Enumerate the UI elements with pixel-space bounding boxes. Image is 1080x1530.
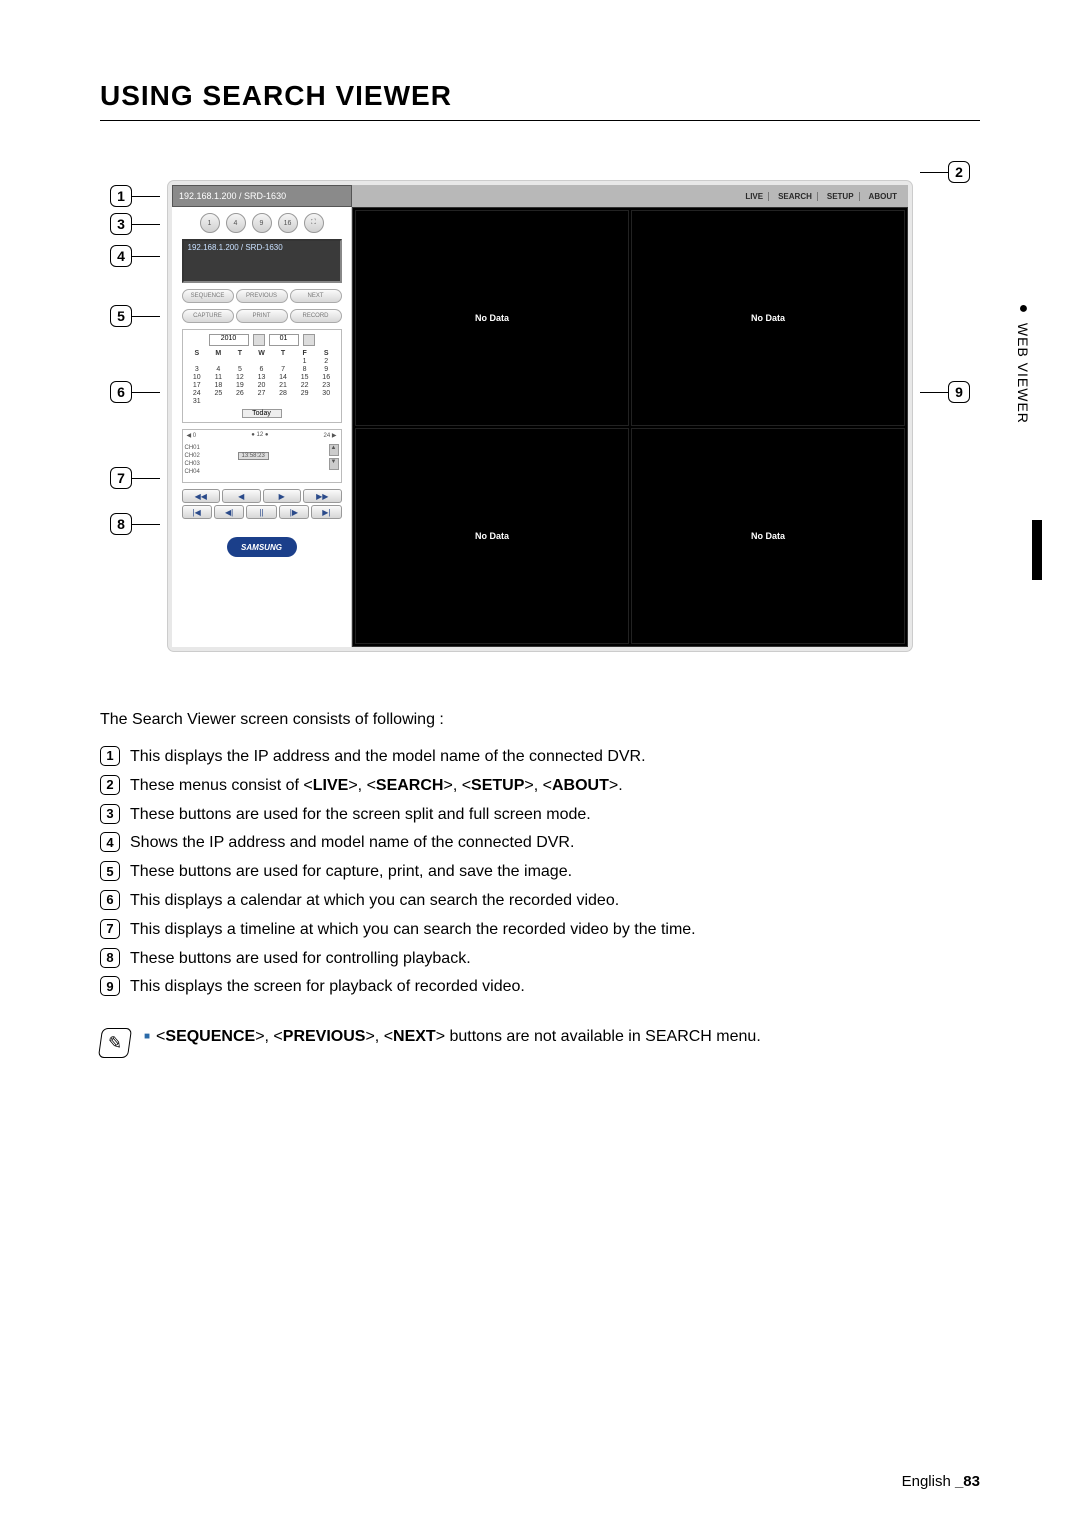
playback-controls: ◀◀ ◀ ▶ ▶▶ |◀ ◀| || |▶ ▶| (182, 489, 342, 521)
list-text: This displays the IP address and the mod… (130, 743, 646, 772)
step-fwd-button[interactable]: |▶ (279, 505, 309, 519)
list-number: 4 (100, 832, 120, 852)
video-cell[interactable]: No Data (355, 210, 629, 426)
list-text: This displays a timeline at which you ca… (130, 916, 696, 945)
video-grid: No Data No Data No Data No Data (352, 207, 908, 647)
callout-5: 5 (110, 305, 132, 327)
pause-button[interactable]: || (246, 505, 276, 519)
callout-6: 6 (110, 381, 132, 403)
callout-7: 7 (110, 467, 132, 489)
list-text: This displays a calendar at which you ca… (130, 887, 619, 916)
menu-live[interactable]: LIVE (740, 192, 769, 201)
description-list: 1 This displays the IP address and the mo… (100, 743, 980, 1002)
next-button[interactable]: NEXT (290, 289, 342, 303)
list-number: 8 (100, 948, 120, 968)
callout-3: 3 (110, 213, 132, 235)
record-button[interactable]: RECORD (290, 309, 342, 323)
split-4[interactable]: 4 (226, 213, 246, 233)
calendar[interactable]: 2010 01 SMTWTFS1234567891011121314151617… (182, 329, 342, 423)
search-viewer-window: 192.168.1.200 / SRD-1630 LIVE SEARCH SET… (168, 181, 912, 651)
list-text: These menus consist of <LIVE>, <SEARCH>,… (130, 772, 623, 801)
side-tab: ● WEB VIEWER (1014, 300, 1032, 424)
list-number: 1 (100, 746, 120, 766)
description-intro: The Search Viewer screen consists of fol… (100, 711, 980, 729)
month-dropdown[interactable] (303, 334, 315, 346)
note-icon: ✎ (98, 1028, 132, 1058)
video-cell[interactable]: No Data (631, 210, 905, 426)
step-back-button[interactable]: ◀| (214, 505, 244, 519)
timeline-end: 24 ▶ (324, 432, 337, 439)
split-9[interactable]: 9 (252, 213, 272, 233)
video-cell[interactable]: No Data (355, 428, 629, 644)
back-button[interactable]: ◀ (222, 489, 261, 503)
footer-page: _83 (955, 1473, 980, 1490)
callout-4: 4 (110, 245, 132, 267)
list-number: 9 (100, 976, 120, 996)
timeline-up[interactable]: ▲ (329, 444, 339, 456)
calendar-year[interactable]: 2010 (209, 334, 249, 346)
print-button[interactable]: PRINT (236, 309, 288, 323)
menu-search[interactable]: SEARCH (773, 192, 818, 201)
list-text: This displays the screen for playback of… (130, 973, 525, 1002)
footer-lang: English (902, 1473, 955, 1490)
menu-about[interactable]: ABOUT (864, 192, 902, 201)
list-number: 5 (100, 861, 120, 881)
callout-8: 8 (110, 513, 132, 535)
list-number: 2 (100, 775, 120, 795)
list-text: These buttons are used for the screen sp… (130, 801, 591, 830)
sidebar: 1 4 9 16 ⛶ 192.168.1.200 / SRD-1630 SEQU… (172, 207, 352, 647)
callout-2: 2 (948, 161, 970, 183)
year-stepper[interactable] (253, 334, 265, 346)
today-button[interactable]: Today (242, 409, 282, 418)
list-number: 6 (100, 890, 120, 910)
top-menu[interactable]: LIVE SEARCH SETUP ABOUT (352, 185, 908, 207)
play-button[interactable]: ▶ (263, 489, 302, 503)
timeline-start: ◀ 0 (187, 432, 197, 439)
note-text: ■<SEQUENCE>, <PREVIOUS>, <NEXT> buttons … (144, 1028, 761, 1046)
split-buttons[interactable]: 1 4 9 16 ⛶ (200, 213, 324, 233)
timeline[interactable]: ◀ 0 ● 12 ● 24 ▶ CH01 CH02 CH03 CH04 13:5… (182, 429, 342, 483)
note-block: ✎ ■<SEQUENCE>, <PREVIOUS>, <NEXT> button… (100, 1028, 980, 1058)
capture-button[interactable]: CAPTURE (182, 309, 234, 323)
split-16[interactable]: 16 (278, 213, 298, 233)
calendar-month[interactable]: 01 (269, 334, 299, 346)
skip-end-button[interactable]: ▶| (311, 505, 341, 519)
page-title: USING SEARCH VIEWER (100, 80, 980, 112)
timeline-mid: ● 12 ● (251, 432, 268, 439)
screenshot-figure: 1 3 4 5 6 7 8 2 9 192.168.1.200 / SRD-16… (110, 161, 970, 671)
sequence-row: SEQUENCE PREVIOUS NEXT (182, 289, 342, 303)
split-full[interactable]: ⛶ (304, 213, 324, 233)
sequence-button[interactable]: SEQUENCE (182, 289, 234, 303)
list-text: These buttons are used for capture, prin… (130, 858, 572, 887)
list-text: Shows the IP address and model name of t… (130, 829, 574, 858)
heading-rule (100, 120, 980, 121)
rewind-button[interactable]: ◀◀ (182, 489, 221, 503)
list-text: These buttons are used for controlling p… (130, 945, 471, 974)
video-cell[interactable]: No Data (631, 428, 905, 644)
timeline-timestamp: 13:58:23 (238, 452, 269, 460)
calendar-grid[interactable]: SMTWTFS123456789101112131415161718192021… (187, 350, 337, 405)
callout-1: 1 (110, 185, 132, 207)
address-bar: 192.168.1.200 / SRD-1630 (172, 185, 352, 207)
skip-start-button[interactable]: |◀ (182, 505, 212, 519)
side-black-tab (1032, 520, 1042, 580)
menu-setup[interactable]: SETUP (822, 192, 860, 201)
previous-button[interactable]: PREVIOUS (236, 289, 288, 303)
list-number: 7 (100, 919, 120, 939)
page-footer: English _83 (902, 1473, 980, 1490)
capture-row: CAPTURE PRINT RECORD (182, 309, 342, 323)
list-number: 3 (100, 804, 120, 824)
callout-9: 9 (948, 381, 970, 403)
channel-list: CH01 CH02 CH03 CH04 (185, 444, 200, 476)
timeline-down[interactable]: ▼ (329, 458, 339, 470)
samsung-logo: SAMSUNG (227, 537, 297, 557)
fastfwd-button[interactable]: ▶▶ (303, 489, 342, 503)
split-1[interactable]: 1 (200, 213, 220, 233)
ip-box: 192.168.1.200 / SRD-1630 (182, 239, 342, 283)
